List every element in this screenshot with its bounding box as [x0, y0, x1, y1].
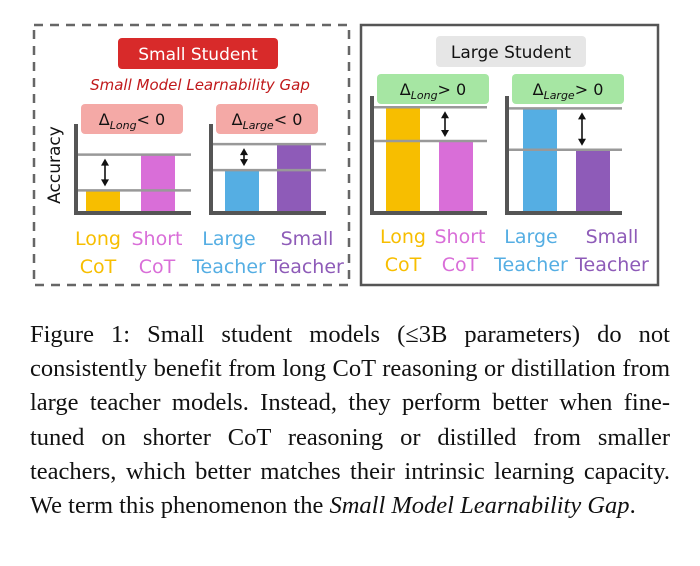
delta-label-box — [377, 74, 489, 104]
small-student-title-box — [118, 38, 278, 69]
delta-label: ΔLong> 0 — [400, 80, 466, 102]
category-label: Short — [132, 228, 183, 250]
learnability-gap-subtitle: Small Model Learnability Gap — [90, 76, 310, 94]
figure-chart: Small Student Large Student Small Model … — [32, 23, 660, 287]
bar — [576, 149, 610, 213]
arrow-head-bottom — [240, 159, 248, 167]
category-label: CoT — [139, 256, 176, 278]
caption-suffix: . — [629, 492, 636, 520]
large-student-frame — [359, 23, 660, 287]
arrow-head-top — [240, 148, 248, 156]
category-label: Short — [435, 226, 486, 248]
large-long-cot-group: ΔLong> 0 Long CoT Short CoT — [370, 74, 489, 276]
category-label: Teacher — [574, 254, 649, 276]
delta-label: ΔLong< 0 — [99, 110, 165, 132]
arrow-head-top — [578, 112, 586, 120]
caption-text: Figure 1: Small student models (≤3B para… — [30, 321, 670, 520]
delta-label-box — [81, 104, 183, 134]
arrow-head-bottom — [441, 130, 449, 138]
category-label: Long — [380, 226, 426, 248]
bar — [225, 170, 259, 213]
large-student-title: Large Student — [451, 43, 571, 63]
bar — [439, 141, 473, 213]
small-long-cot-group: ΔLong< 0 Long CoT Short CoT — [74, 104, 191, 278]
category-label: CoT — [80, 256, 117, 278]
delta-label-box — [216, 104, 318, 134]
large-teacher-group: ΔLarge> 0 Large Teacher Small Teacher — [493, 74, 649, 276]
category-label: Small — [586, 226, 639, 248]
y-axis-label: Accuracy — [45, 126, 65, 204]
arrow-head-bottom — [101, 179, 109, 187]
category-label: Teacher — [493, 254, 568, 276]
arrow-head-top — [441, 111, 449, 119]
bar — [86, 190, 120, 213]
category-label: Large — [202, 228, 255, 250]
arrow-head-top — [101, 158, 109, 166]
small-student-title: Small Student — [138, 45, 258, 65]
category-label: Large — [504, 226, 557, 248]
bar — [141, 154, 175, 213]
category-label: CoT — [442, 254, 479, 276]
bar — [277, 144, 311, 213]
figure-caption: Figure 1: Small student models (≤3B para… — [30, 318, 670, 523]
caption-emphasis: Small Model Learnability Gap — [329, 492, 630, 520]
delta-label: ΔLarge< 0 — [232, 110, 303, 132]
category-label: CoT — [385, 254, 422, 276]
category-label: Teacher — [191, 256, 266, 278]
category-label: Small — [281, 228, 334, 250]
delta-label: ΔLarge> 0 — [533, 80, 604, 102]
delta-label-box — [512, 74, 624, 104]
large-student-title-box — [436, 36, 586, 67]
small-teacher-group: ΔLarge< 0 Large Teacher Small Teacher — [191, 104, 344, 278]
bar — [386, 107, 420, 213]
category-label: Teacher — [269, 256, 344, 278]
category-label: Long — [75, 228, 121, 250]
bar — [523, 108, 557, 213]
arrow-head-bottom — [578, 138, 586, 146]
